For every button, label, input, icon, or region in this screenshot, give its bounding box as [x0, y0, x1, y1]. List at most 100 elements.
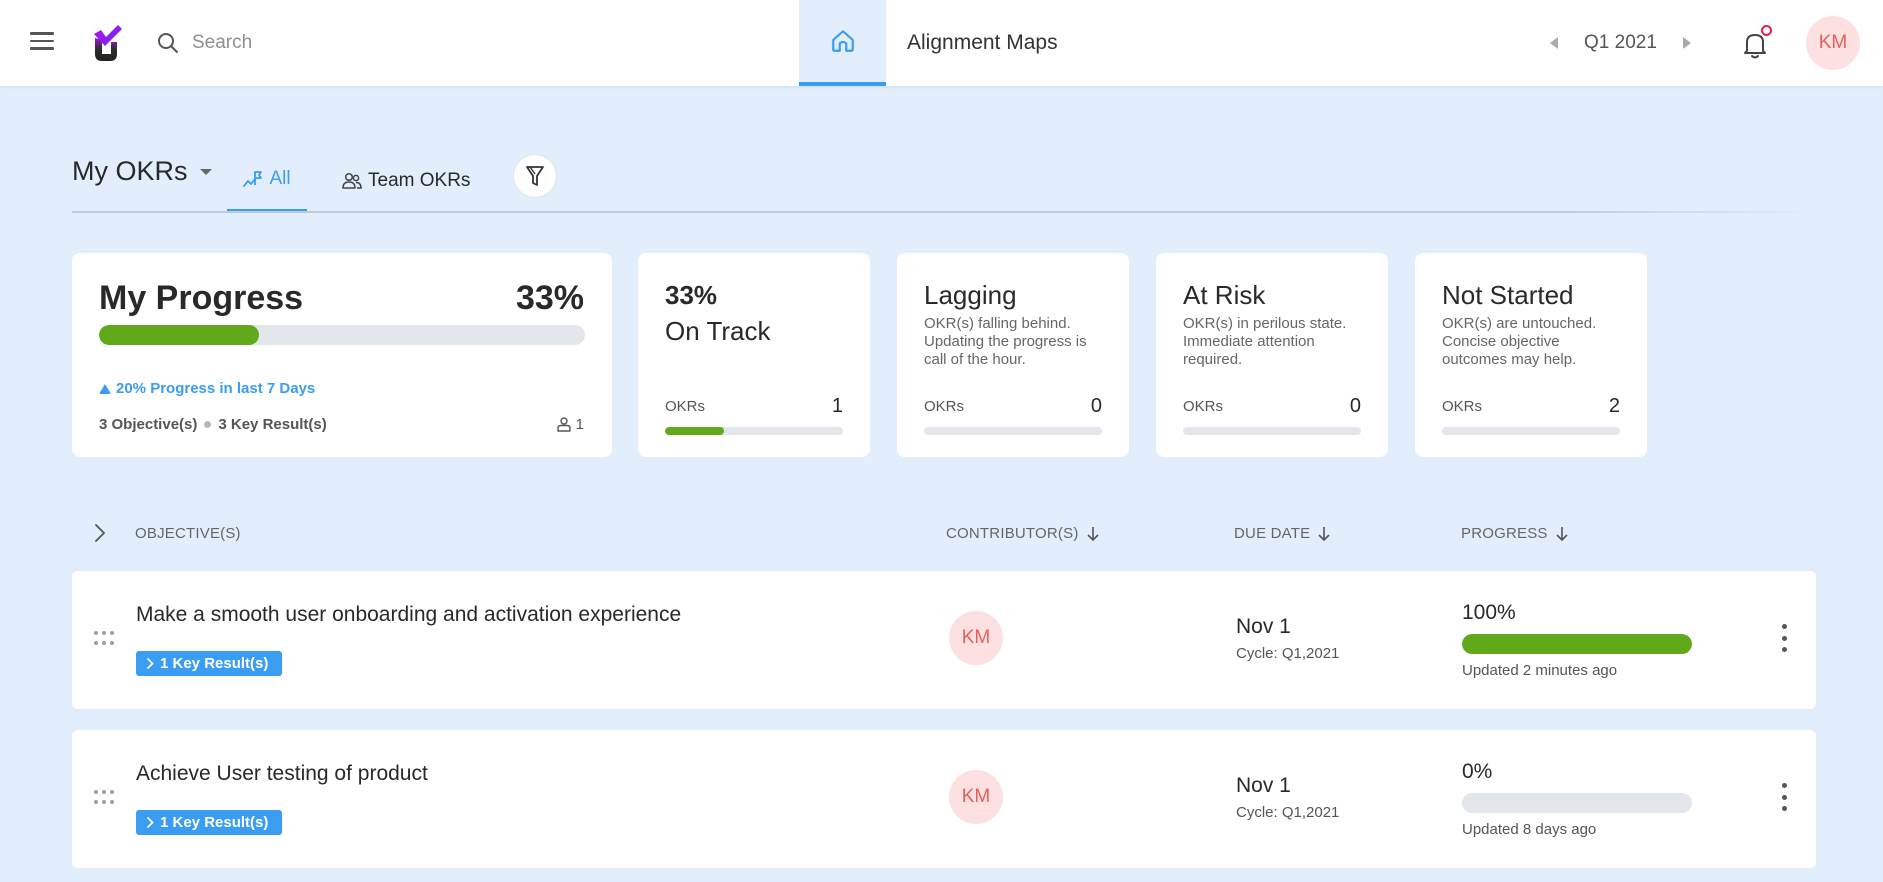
- status-title: Lagging: [924, 280, 1017, 310]
- filter-button[interactable]: [513, 154, 557, 198]
- status-label: OKRs: [665, 398, 706, 415]
- sort-down-icon: [1318, 526, 1330, 541]
- status-bar-fill: [665, 427, 724, 435]
- contributor-avatar[interactable]: KM: [949, 770, 1003, 824]
- bell-icon: [1744, 34, 1766, 59]
- more-options-icon[interactable]: [1778, 783, 1790, 811]
- status-card-at-risk[interactable]: At Risk OKR(s) in perilous state. Immedi…: [1156, 253, 1388, 457]
- key-results-toggle[interactable]: 1 Key Result(s): [136, 810, 283, 835]
- tab-team-label: Team OKRs: [368, 169, 471, 191]
- cycle-selector: Q1 2021: [1550, 26, 1691, 60]
- status-count: 2: [1608, 395, 1620, 417]
- column-contributors-sort[interactable]: CONTRIBUTOR(S): [946, 525, 1099, 542]
- progress-bar-fill: [99, 325, 260, 345]
- status-description: OKR(s) falling behind. Updating the prog…: [924, 315, 1087, 368]
- status-title: 33% On Track: [665, 280, 771, 346]
- chevron-right-icon: [146, 816, 154, 829]
- status-description: OKR(s) in perilous state. Immediate atte…: [1183, 315, 1347, 368]
- objective-title[interactable]: Make a smooth user onboarding and activa…: [136, 603, 682, 626]
- objective-row: Make a smooth user onboarding and activa…: [72, 571, 1816, 709]
- sort-down-icon: [1086, 526, 1099, 541]
- status-count: 0: [1090, 395, 1102, 417]
- status-count: 0: [1349, 395, 1361, 417]
- my-okrs-dropdown[interactable]: My OKRs: [72, 156, 212, 187]
- trend-text: 20% Progress in last 7 Days: [116, 380, 316, 397]
- due-cycle: Cycle: Q1,2021: [1236, 645, 1340, 662]
- notifications-button[interactable]: [1742, 25, 1772, 60]
- progress-percent: 33%: [515, 279, 584, 317]
- status-bar: [924, 427, 1102, 435]
- nav-alignment-maps[interactable]: Alignment Maps: [907, 31, 1058, 54]
- next-cycle-icon[interactable]: [1682, 37, 1691, 49]
- drag-handle-icon[interactable]: [94, 790, 116, 804]
- trend-up-icon: [99, 383, 111, 394]
- expand-all-icon[interactable]: [94, 523, 106, 543]
- list-header: OBJECTIVE(S) CONTRIBUTOR(S) DUE DATE PRO…: [72, 518, 1816, 548]
- more-options-icon[interactable]: [1778, 624, 1790, 652]
- progress-bar: [99, 325, 585, 345]
- due-date[interactable]: Nov 1: [1236, 615, 1291, 638]
- drag-handle-icon[interactable]: [94, 631, 116, 645]
- column-due-date-sort[interactable]: DUE DATE: [1234, 525, 1330, 542]
- search-input[interactable]: [192, 32, 552, 54]
- status-card-on-track[interactable]: 33% On Track OKRs 1: [638, 253, 870, 457]
- objective-title[interactable]: Achieve User testing of product: [136, 762, 428, 785]
- page-title: My OKRs: [72, 156, 188, 186]
- progress-meta: 3 Objective(s) 3 Key Result(s): [99, 416, 327, 433]
- progress-percent: 0%: [1462, 760, 1493, 783]
- chart-flag-icon: [243, 170, 263, 187]
- column-progress-sort[interactable]: PROGRESS: [1461, 525, 1568, 542]
- progress-trend: 20% Progress in last 7 Days: [99, 380, 315, 397]
- notification-dot: [1761, 25, 1772, 36]
- user-avatar[interactable]: KM: [1806, 16, 1860, 70]
- home-icon: [831, 30, 854, 52]
- progress-updated: Updated 8 days ago: [1462, 821, 1597, 838]
- column-objectives: OBJECTIVE(S): [135, 525, 241, 542]
- status-label: OKRs: [924, 398, 965, 415]
- status-bar: [665, 427, 843, 435]
- objectives-count: 3 Objective(s): [99, 416, 198, 433]
- sort-down-icon: [1556, 526, 1568, 541]
- status-bar: [1442, 427, 1620, 435]
- contributors-count: 1: [556, 416, 584, 433]
- okr-subheader: My OKRs All Team OKRs: [72, 148, 1812, 214]
- contributor-avatar[interactable]: KM: [949, 611, 1003, 665]
- search-bar: [156, 26, 576, 60]
- divider: [72, 211, 1812, 213]
- my-progress-card: My Progress 33% 20% Progress in last 7 D…: [72, 253, 612, 457]
- status-card-not-started[interactable]: Not Started OKR(s) are untouched. Concis…: [1415, 253, 1647, 457]
- progress-updated: Updated 2 minutes ago: [1462, 662, 1618, 679]
- status-card-lagging[interactable]: Lagging OKR(s) falling behind. Updating …: [897, 253, 1129, 457]
- status-title: At Risk: [1183, 280, 1266, 310]
- top-bar: Alignment Maps Q1 2021 KM: [0, 0, 1883, 86]
- status-title: Not Started: [1442, 280, 1574, 310]
- status-description: OKR(s) are untouched. Concise objective …: [1442, 315, 1597, 368]
- progress-percent: 100%: [1462, 601, 1516, 624]
- cycle-label[interactable]: Q1 2021: [1584, 32, 1657, 53]
- menu-icon[interactable]: [30, 32, 54, 52]
- team-icon: [342, 172, 362, 189]
- filter-icon: [526, 166, 544, 186]
- user-icon: [556, 417, 571, 432]
- tab-all[interactable]: All: [227, 148, 307, 213]
- app-logo-icon[interactable]: [92, 24, 124, 62]
- chevron-right-icon: [146, 657, 154, 670]
- status-label: OKRs: [1442, 398, 1483, 415]
- tab-team-okrs[interactable]: Team OKRs: [342, 148, 470, 213]
- status-label: OKRs: [1183, 398, 1224, 415]
- nav-home-tab[interactable]: [799, 0, 886, 86]
- status-count: 1: [831, 395, 843, 417]
- progress-title: My Progress: [99, 279, 304, 317]
- prev-cycle-icon[interactable]: [1550, 37, 1558, 49]
- progress-bar[interactable]: [1462, 793, 1692, 813]
- key-results-count: 3 Key Result(s): [218, 416, 327, 433]
- due-cycle: Cycle: Q1,2021: [1236, 804, 1340, 821]
- key-results-toggle[interactable]: 1 Key Result(s): [136, 651, 283, 676]
- due-date[interactable]: Nov 1: [1236, 774, 1291, 797]
- tab-all-label: All: [269, 167, 291, 189]
- objective-row: Achieve User testing of product 1 Key Re…: [72, 730, 1816, 868]
- progress-bar-fill: [1462, 634, 1692, 654]
- progress-bar[interactable]: [1462, 634, 1692, 654]
- caret-down-icon: [199, 168, 212, 175]
- separator-dot: [204, 421, 212, 428]
